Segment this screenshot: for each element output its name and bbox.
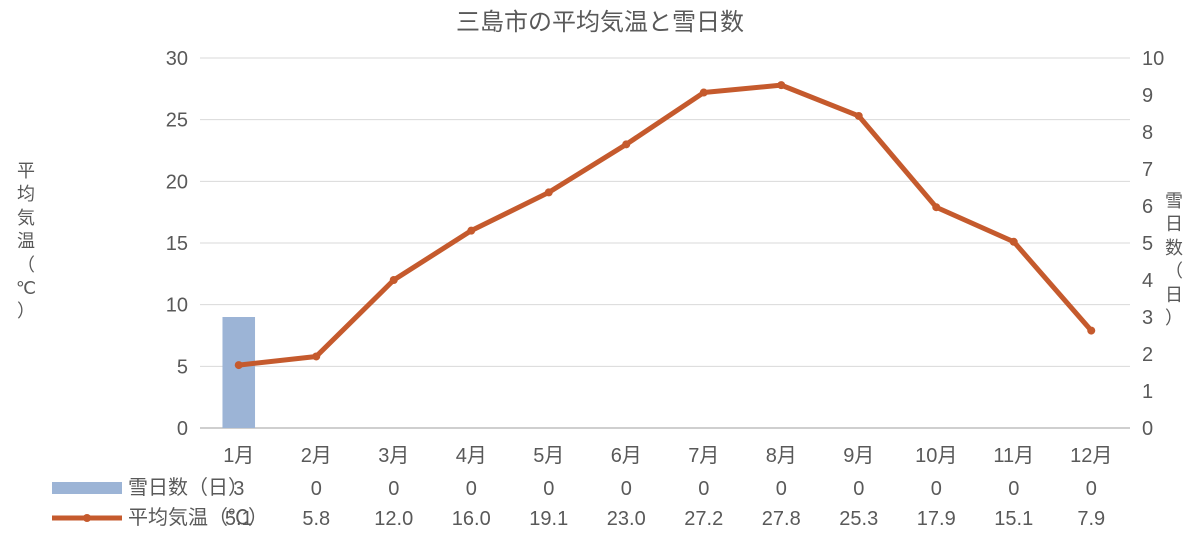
- category-label: 9月: [843, 445, 874, 467]
- right-axis-label: 雪日数（日）: [1162, 190, 1186, 330]
- temp-value-label: 23.0: [607, 508, 646, 530]
- temp-marker: [545, 188, 553, 196]
- right-tick-label: 4: [1142, 270, 1153, 292]
- legend-snow-label: 雪日数（日）: [128, 476, 248, 499]
- temp-value-label: 5.8: [302, 508, 330, 530]
- chart-title: 三島市の平均気温と雪日数: [456, 9, 744, 36]
- right-tick-label: 9: [1142, 85, 1153, 107]
- left-axis-label: 平均気温（℃）: [14, 160, 38, 324]
- temp-marker: [1087, 327, 1095, 335]
- category-label: 12月: [1070, 445, 1112, 467]
- left-tick-label: 15: [166, 233, 188, 255]
- category-label: 4月: [456, 445, 487, 467]
- category-label: 5月: [533, 445, 564, 467]
- snow-value-label: 0: [931, 478, 942, 500]
- chart-container: 三島市の平均気温と雪日数 0 5 10 15 20 25 30 0 1 2 3 4 5 6 7 8 9 10 1月 2月…: [0, 0, 1200, 554]
- right-tick-label: 3: [1142, 307, 1153, 329]
- temp-marker: [312, 352, 320, 360]
- snow-value-label: 0: [853, 478, 864, 500]
- right-tick-label: 5: [1142, 233, 1153, 255]
- category-label: 6月: [611, 445, 642, 467]
- legend-temp-label: 平均気温（℃）: [128, 506, 268, 529]
- snow-value-label: 0: [1086, 478, 1097, 500]
- temp-marker: [777, 81, 785, 89]
- temp-marker: [1010, 238, 1018, 246]
- right-tick-label: 2: [1142, 344, 1153, 366]
- snow-value-label: 0: [388, 478, 399, 500]
- legend-snow-swatch: [52, 482, 122, 494]
- temp-marker: [932, 203, 940, 211]
- snow-value-label: 0: [1008, 478, 1019, 500]
- category-label: 10月: [915, 445, 957, 467]
- left-tick-label: 30: [166, 48, 188, 70]
- temp-marker: [622, 140, 630, 148]
- right-tick-label: 0: [1142, 418, 1153, 440]
- category-label: 3月: [378, 445, 409, 467]
- left-tick-label: 25: [166, 110, 188, 132]
- chart-svg: 三島市の平均気温と雪日数 0 5 10 15 20 25 30 0 1 2 3 4 5 6 7 8 9 10 1月 2月…: [0, 0, 1200, 554]
- temp-value-label: 15.1: [994, 508, 1033, 530]
- snow-value-label: 0: [543, 478, 554, 500]
- temp-marker: [700, 89, 708, 97]
- temp-marker: [390, 276, 398, 284]
- snow-value-label: 0: [776, 478, 787, 500]
- right-tick-label: 7: [1142, 159, 1153, 181]
- temp-value-label: 27.8: [762, 508, 801, 530]
- right-tick-label: 10: [1142, 48, 1164, 70]
- category-label: 11月: [993, 445, 1034, 467]
- category-label: 1月: [223, 445, 254, 467]
- temp-value-label: 16.0: [452, 508, 491, 530]
- temp-line: [239, 85, 1092, 365]
- temp-value-label: 7.9: [1077, 508, 1105, 530]
- category-label: 8月: [766, 445, 797, 467]
- right-tick-label: 8: [1142, 122, 1153, 144]
- temp-value-label: 12.0: [374, 508, 413, 530]
- temp-marker: [855, 112, 863, 120]
- snow-value-label: 0: [698, 478, 709, 500]
- category-label: 2月: [301, 445, 332, 467]
- left-tick-label: 10: [166, 295, 188, 317]
- category-label: 7月: [688, 445, 719, 467]
- temp-marker: [467, 227, 475, 235]
- temp-value-label: 25.3: [839, 508, 878, 530]
- snow-value-label: 0: [311, 478, 322, 500]
- right-tick-label: 1: [1142, 381, 1153, 403]
- temp-value-label: 17.9: [917, 508, 956, 530]
- right-tick-label: 6: [1142, 196, 1153, 218]
- temp-value-label: 19.1: [529, 508, 568, 530]
- temp-marker: [235, 361, 243, 369]
- left-tick-label: 20: [166, 171, 188, 193]
- left-tick-label: 5: [177, 356, 188, 378]
- snow-bar: [222, 317, 255, 428]
- left-tick-label: 0: [177, 418, 188, 440]
- legend-temp-marker: [83, 514, 91, 522]
- temp-value-label: 27.2: [684, 508, 723, 530]
- snow-value-label: 0: [621, 478, 632, 500]
- snow-value-label: 0: [466, 478, 477, 500]
